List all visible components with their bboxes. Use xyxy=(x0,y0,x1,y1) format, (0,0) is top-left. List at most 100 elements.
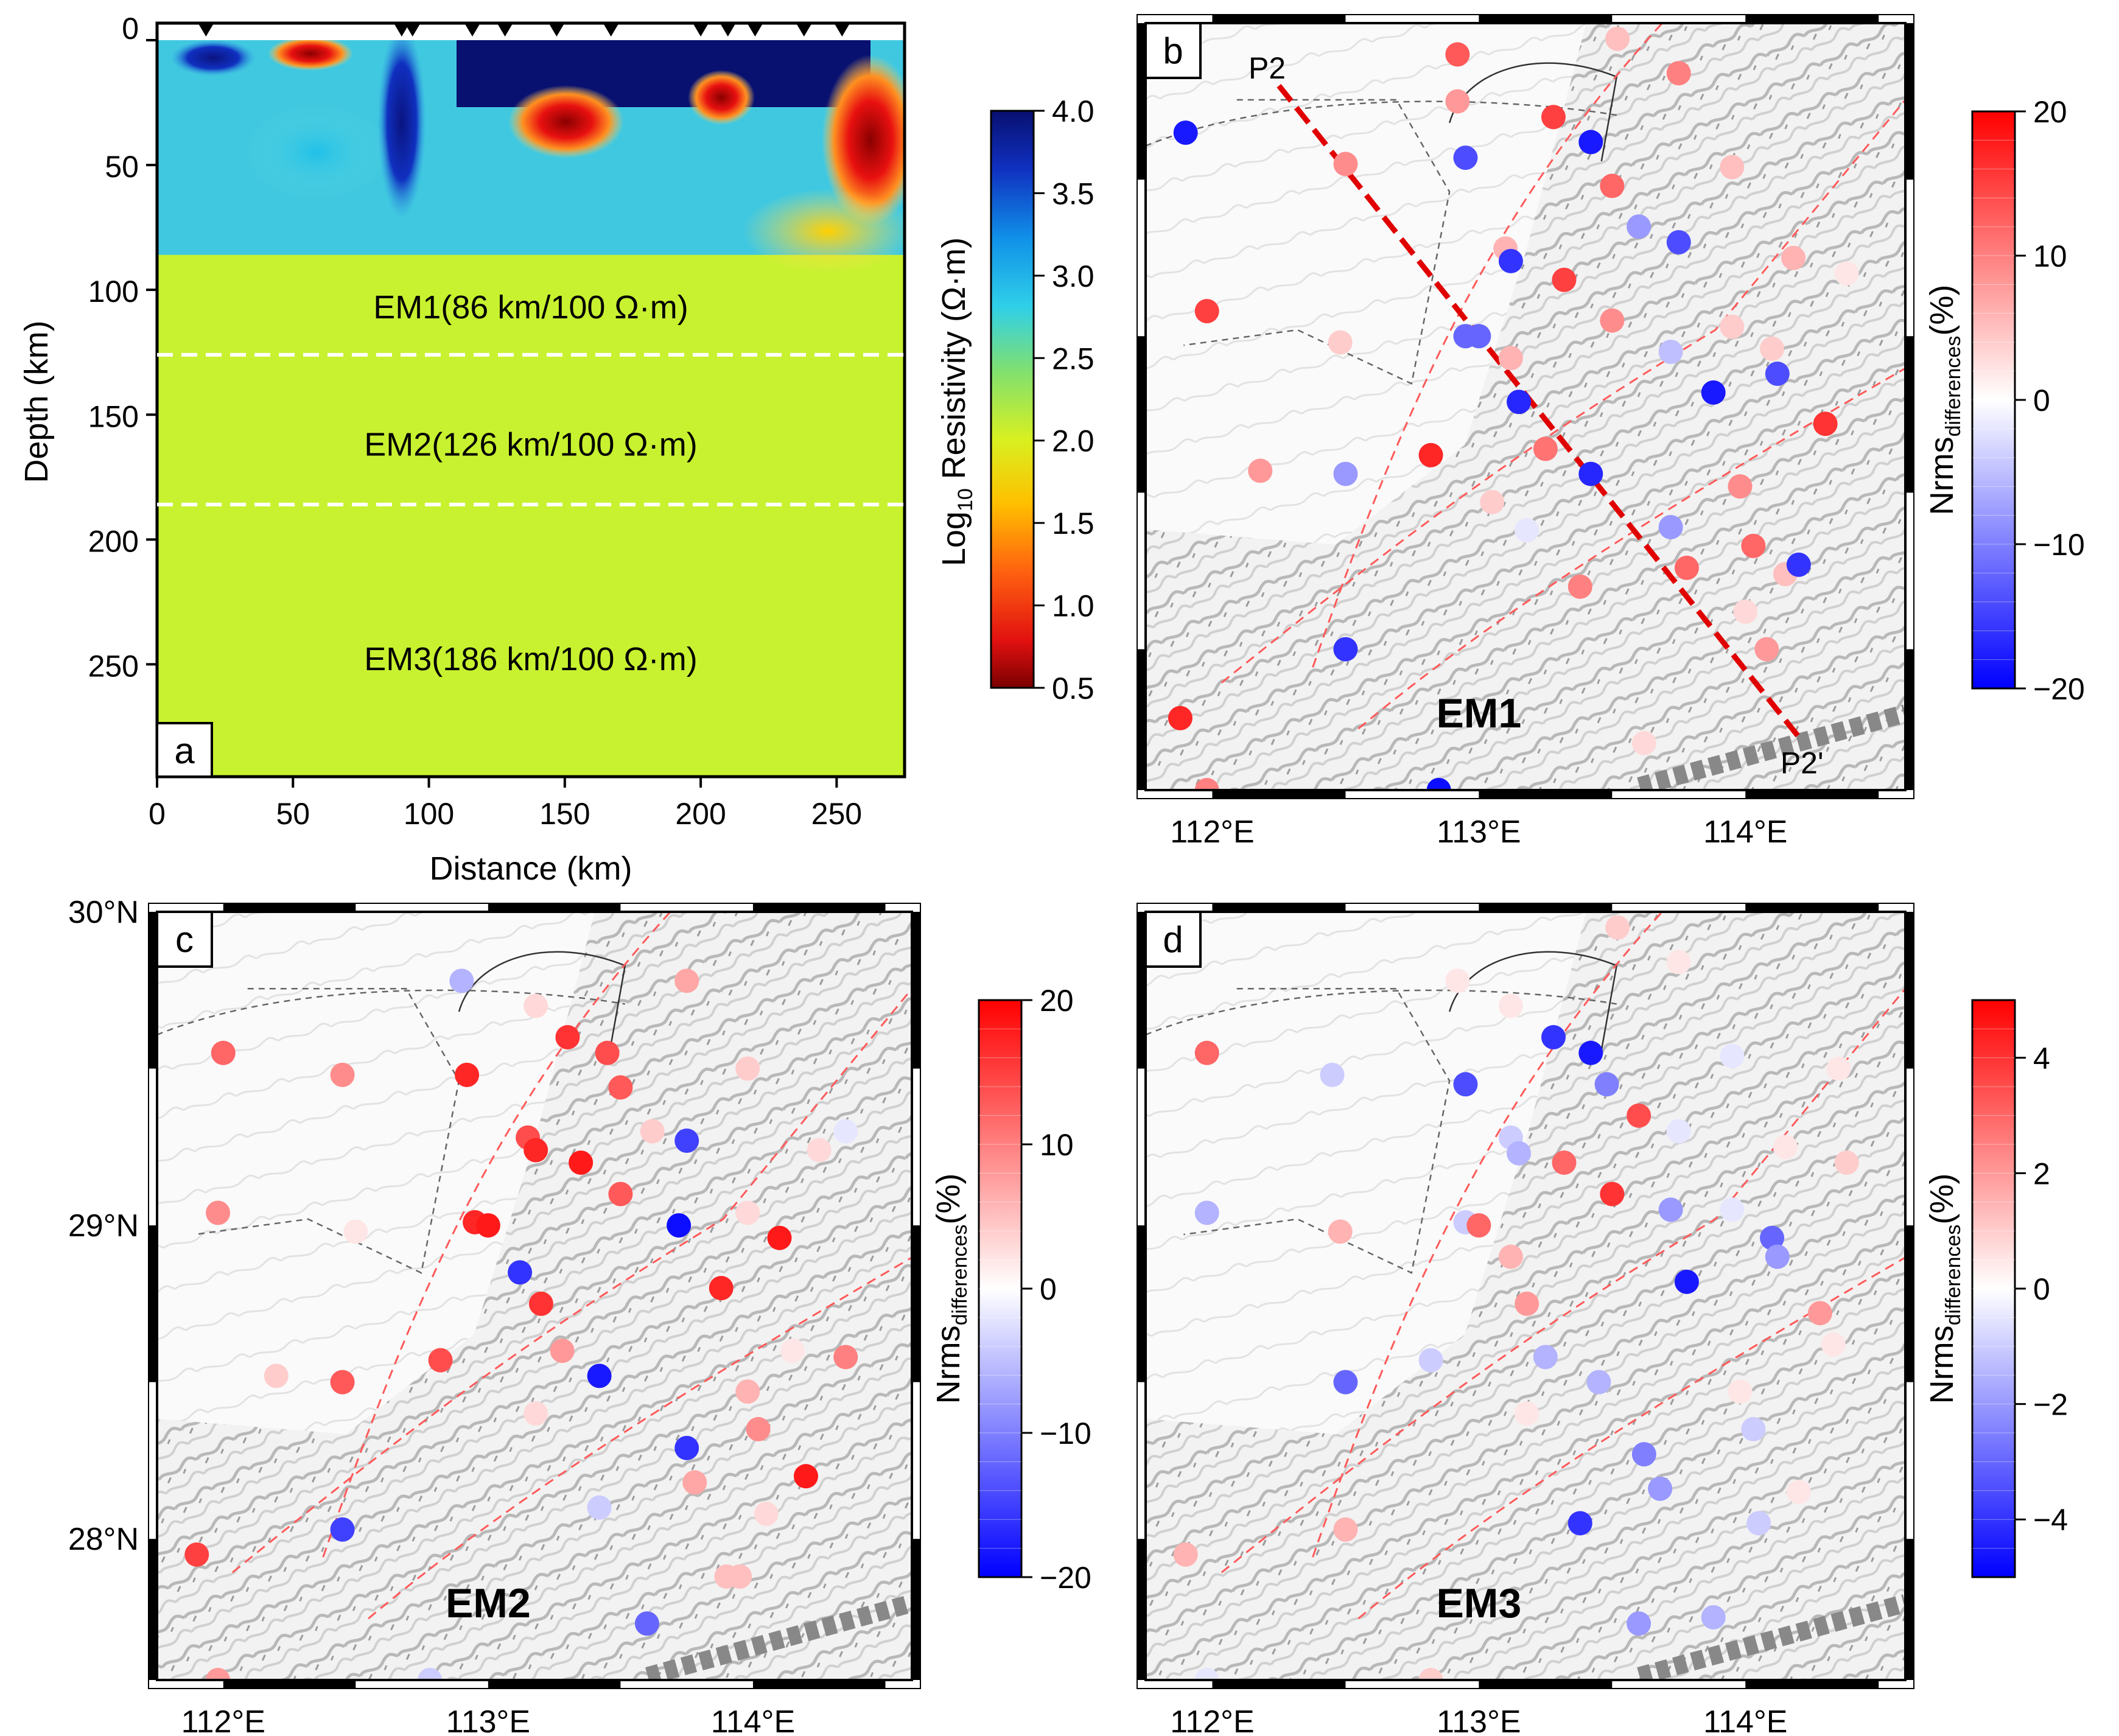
province-boundary xyxy=(1183,987,1451,1274)
cbar-a-label-sub: 10 xyxy=(954,488,977,511)
station-point xyxy=(682,1470,707,1495)
fault-line xyxy=(1221,988,1905,1573)
x-tick-label: 200 xyxy=(675,797,726,831)
station-point xyxy=(1578,130,1603,155)
lon-tick-label: 114°E xyxy=(1703,1704,1787,1733)
cbar-tick-label: 20 xyxy=(1040,984,1074,1018)
frame-tick-left xyxy=(1137,1539,1146,1680)
nrms-colorbar-label: Nrmsdifferences(%) xyxy=(930,1174,972,1404)
station-point xyxy=(735,1379,760,1404)
station-point xyxy=(674,1129,699,1153)
layer-boundaries xyxy=(157,352,905,506)
station-point xyxy=(780,1339,805,1363)
map-panel-b: 112°E 113°E 114°E xyxy=(1137,14,1914,850)
frame-tick-bottom xyxy=(1212,1680,1346,1689)
thrust-belt xyxy=(1637,704,1905,790)
station-point xyxy=(1648,1476,1673,1501)
map-label-box xyxy=(1144,911,1202,968)
panel-a-label: a xyxy=(174,730,195,771)
station-point xyxy=(1720,1197,1745,1222)
frame-tick-top xyxy=(1479,15,1613,23)
frame-tick-right xyxy=(912,1225,920,1382)
fault-line xyxy=(1221,99,1905,684)
station-point xyxy=(807,1138,832,1163)
y-tick-label: 50 xyxy=(105,150,139,184)
cbar-tick-label: 10 xyxy=(1040,1128,1074,1162)
nrms-colorbar-ramp xyxy=(1971,999,2016,1578)
station-point xyxy=(1600,173,1625,198)
station-point xyxy=(524,1138,548,1163)
station-point xyxy=(1333,1370,1358,1395)
province-boundary xyxy=(1146,100,1617,147)
station-point xyxy=(587,1363,612,1388)
panel-a-y-axis: 0 50 100 150 200 250 xyxy=(88,12,157,683)
station-point xyxy=(1445,89,1470,114)
frame-tick-top xyxy=(1212,15,1346,23)
station-point xyxy=(1600,308,1625,333)
station-point xyxy=(1631,730,1656,755)
station-point xyxy=(1720,155,1745,180)
station-point xyxy=(1418,1668,1443,1680)
station-point xyxy=(1720,1043,1745,1068)
resistivity-colorbar-ticks: 4.0 3.5 3.0 2.5 2.0 1.5 1.0 0.5 xyxy=(1034,94,1095,705)
station-point xyxy=(1515,518,1539,543)
station-point xyxy=(1627,1103,1651,1128)
fault-line xyxy=(1312,912,1663,1558)
station-point xyxy=(1605,915,1630,940)
frame-tick-left xyxy=(149,1539,157,1680)
cbar-tick-label: −10 xyxy=(1040,1416,1091,1451)
station-point xyxy=(1666,950,1691,975)
station-point xyxy=(1328,330,1353,355)
map-content xyxy=(157,912,912,1680)
layer-label: EM3(186 km/100 Ω·m) xyxy=(364,641,698,677)
nrms-colorbar-d: 4 2 0 −2 −4 Nrmsdifferences(%) xyxy=(1924,999,2068,1578)
frame-tick-left xyxy=(149,912,157,1069)
station-point xyxy=(330,1517,355,1542)
station-point xyxy=(1813,411,1838,436)
station-point xyxy=(608,1075,633,1100)
station-point xyxy=(1674,1269,1699,1294)
frame-tick-bottom xyxy=(1479,1680,1613,1689)
station-point xyxy=(754,1501,779,1526)
resistivity-colorbar: 4.0 3.5 3.0 2.5 2.0 1.5 1.0 0.5 Log10 Resistivi… xyxy=(936,94,1095,705)
frame-tick-left xyxy=(1137,649,1146,790)
frame-tick-bottom xyxy=(1745,1680,1879,1689)
frame-tick-left xyxy=(149,1225,157,1382)
station-point xyxy=(1426,778,1451,790)
station-point xyxy=(1666,230,1691,254)
cbar-label-main: Nrms xyxy=(1924,1325,1960,1404)
lake-outline xyxy=(458,951,626,1051)
station-point xyxy=(264,1363,289,1388)
station-point xyxy=(1173,121,1198,145)
station-point xyxy=(1741,533,1766,558)
station-point xyxy=(330,1370,355,1395)
station-point xyxy=(184,1542,209,1567)
cbar-tick-label: 3.5 xyxy=(1052,177,1095,211)
panel-a-xlabel: Distance (km) xyxy=(429,850,632,887)
cbar-label-sub: differences xyxy=(1942,336,1965,437)
station-triangle xyxy=(548,23,565,37)
station-point xyxy=(1834,261,1859,286)
station-point xyxy=(1515,1291,1539,1316)
cbar-label-sub: differences xyxy=(948,1225,972,1326)
cbar-tick-label: −4 xyxy=(2033,1503,2068,1537)
station-point xyxy=(1594,1072,1619,1097)
frame-tick-right xyxy=(1905,1225,1914,1382)
map-b-title: EM1 xyxy=(1436,690,1521,737)
conductor-4 xyxy=(822,55,905,225)
station-point xyxy=(1733,599,1758,624)
station-point xyxy=(1541,1025,1566,1050)
station-point xyxy=(793,1464,818,1489)
panel-a-label-box xyxy=(156,722,213,778)
station-point xyxy=(667,1213,692,1238)
station-point xyxy=(1701,1605,1726,1629)
cbar-tick-label: 0 xyxy=(1040,1272,1057,1306)
station-point xyxy=(1631,1442,1656,1467)
station-point xyxy=(735,1056,760,1081)
station-point xyxy=(1834,1150,1859,1175)
station-point xyxy=(1194,1668,1219,1680)
station-point xyxy=(211,1040,236,1065)
station-point xyxy=(767,1225,792,1250)
lon-tick-label: 114°E xyxy=(711,1704,795,1733)
